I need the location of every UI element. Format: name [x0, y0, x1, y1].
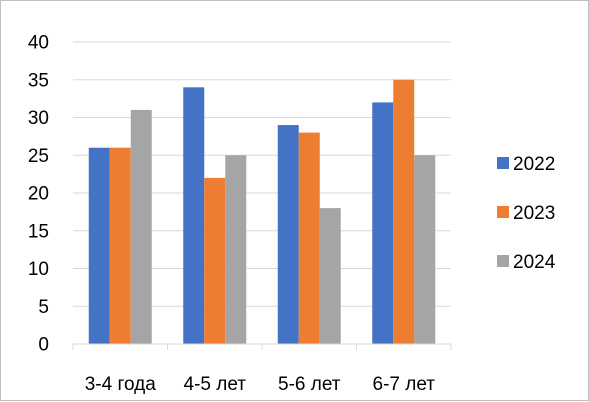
legend-label-2023: 2023 [513, 203, 555, 224]
bar-2022 [183, 87, 205, 345]
y-axis-tick-labels: 0 5 10 15 20 25 30 35 40 [28, 33, 49, 356]
bar-2022 [88, 147, 110, 344]
bar-2023 [204, 177, 226, 344]
y-tick-label: 15 [28, 221, 49, 242]
bar-2024 [414, 155, 436, 344]
y-tick-label: 5 [38, 297, 49, 318]
y-tick-label: 40 [28, 33, 49, 54]
y-tick-label: 25 [28, 146, 49, 167]
bar-2022 [277, 125, 299, 344]
bar-2023 [109, 147, 131, 344]
legend-swatch-2023 [497, 206, 509, 218]
y-tick-label: 30 [28, 108, 49, 129]
legend-swatch-2022 [497, 157, 509, 169]
bar-2024 [319, 208, 341, 344]
bar-2024 [225, 155, 247, 344]
legend-label-2022: 2022 [513, 154, 555, 175]
x-tick-label: 3-4 года [85, 374, 156, 395]
x-tick-label: 6-7 лет [373, 374, 436, 395]
bar-2023 [298, 132, 320, 344]
legend-swatch-2024 [497, 255, 509, 267]
y-tick-label: 20 [28, 184, 49, 205]
legend: 2022 2023 2024 [497, 154, 556, 273]
y-tick-label: 0 [38, 335, 49, 356]
bar-2023 [393, 79, 415, 344]
x-axis-tick-labels: 3-4 года 4-5 лет 5-6 лет 6-7 лет [85, 374, 436, 395]
legend-label-2024: 2024 [513, 252, 556, 273]
y-tick-label: 35 [28, 70, 49, 91]
x-tick-label: 4-5 лет [184, 374, 247, 395]
bars [88, 79, 436, 345]
bar-2022 [372, 102, 394, 345]
y-tick-label: 10 [28, 259, 49, 280]
x-tick-label: 5-6 лет [278, 374, 341, 395]
bar-2024 [130, 109, 152, 344]
